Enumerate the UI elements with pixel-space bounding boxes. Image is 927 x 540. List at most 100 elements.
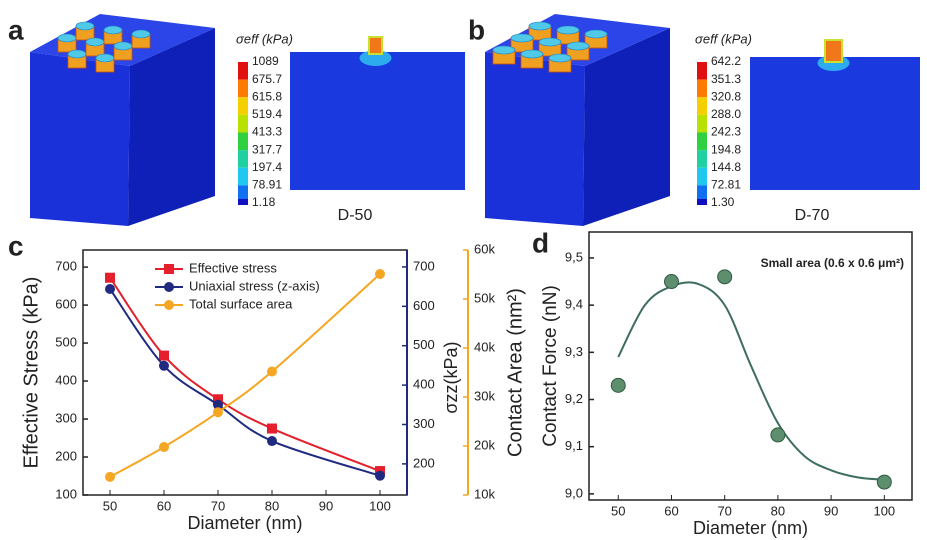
caption: D-50: [338, 207, 373, 224]
series-line: [109, 288, 381, 477]
pillar-top: [548, 53, 572, 63]
colorbar-segment: [238, 167, 248, 186]
pillar-top: [103, 25, 123, 35]
x-tick-label: 60: [664, 503, 678, 518]
marker: [213, 394, 223, 405]
yticks-label: 9,2: [565, 391, 583, 406]
legend-label: Uniaxial stress (z-axis): [189, 278, 320, 293]
colorbar-label: 615.8: [252, 89, 282, 103]
colorbar-title: σeff (kPa): [236, 31, 293, 46]
pillar-top: [75, 21, 95, 31]
yticks-label: 200: [55, 448, 77, 463]
colorbar-label: 351.3: [711, 72, 741, 86]
colorbar-label: 320.8: [711, 89, 741, 103]
legend-label: Total surface area: [189, 296, 293, 311]
pillar-section: [368, 36, 383, 55]
marker: [159, 360, 169, 371]
colorbar-label: 1.30: [711, 195, 735, 209]
colorbar-label: 519.4: [252, 107, 282, 121]
pillar-section: [824, 39, 843, 63]
point: [717, 269, 733, 285]
y-axis-label: σzz(kPa): [441, 341, 461, 413]
pillar-top: [520, 49, 544, 59]
y3ticks-label: 40k: [474, 339, 495, 354]
pillar-top: [584, 29, 608, 39]
point: [663, 274, 679, 290]
fit-curve: [617, 281, 885, 481]
pillar-top: [95, 53, 115, 63]
marker: [105, 283, 115, 294]
pillar-top: [566, 41, 590, 51]
y3ticks-label: 50k: [474, 290, 495, 305]
colorbar-segment: [238, 132, 248, 151]
cross-section: [750, 57, 920, 190]
colorbar-segment: [238, 114, 248, 133]
cross-section: [290, 52, 465, 190]
pillar-top: [538, 37, 562, 47]
yticks-label: 9,4: [565, 297, 583, 312]
y-axis-label: Effective Stress (kPa): [20, 277, 42, 469]
colorbar-label: 144.8: [711, 160, 741, 174]
x-tick-label: 80: [265, 498, 279, 513]
x-tick-label: 50: [611, 503, 625, 518]
colorbar-segment: [238, 79, 248, 98]
panel-letter: c: [8, 230, 24, 261]
y2ticks-label: 600: [413, 298, 435, 313]
colorbar-label: 413.3: [252, 125, 282, 139]
colorbar-label: 1.18: [252, 195, 276, 209]
pillar-top: [528, 21, 552, 31]
series-line: [109, 273, 381, 478]
y3ticks-label: 10k: [474, 486, 495, 501]
yticks-label: 300: [55, 410, 77, 425]
colorbar-segment: [697, 97, 707, 115]
x-tick-label: 70: [717, 503, 731, 518]
pillar-top: [131, 29, 151, 39]
annotation: Small area (0.6 x 0.6 μm²): [761, 256, 904, 270]
x-tick-label: 100: [873, 503, 895, 518]
yticks-label: 600: [55, 297, 77, 312]
caption: D-70: [795, 207, 830, 224]
x-tick-label: 80: [771, 503, 785, 518]
y-axis-label: Contact Area (nm²): [504, 288, 526, 457]
y2ticks-label: 300: [413, 416, 435, 431]
colorbar-segment: [697, 114, 707, 133]
yticks-label: 9,1: [565, 438, 583, 453]
cube-front: [485, 52, 585, 226]
colorbar-label: 675.7: [252, 72, 282, 86]
colorbar-label: 72.81: [711, 178, 741, 192]
pillar-top: [57, 33, 77, 43]
panel-letter: b: [468, 14, 485, 45]
y-axis-label: Contact Force (nN): [540, 285, 561, 447]
cube-side: [128, 28, 215, 226]
pillar-top: [492, 45, 516, 55]
legend-label: Effective stress: [189, 260, 277, 275]
legend-marker: [164, 264, 174, 274]
colorbar-segment: [238, 150, 248, 168]
colorbar-segment: [697, 167, 707, 186]
y2ticks-label: 500: [413, 337, 435, 352]
cube-front: [30, 52, 130, 226]
marker: [375, 470, 385, 481]
colorbar-segment: [697, 62, 707, 80]
yticks-label: 500: [55, 334, 77, 349]
marker: [213, 407, 223, 418]
y2ticks-label: 700: [413, 258, 435, 273]
panel-letter: d: [532, 227, 549, 258]
colorbar-segment: [238, 185, 248, 203]
x-tick-label: 90: [824, 503, 838, 518]
colorbar-label: 1089: [252, 54, 279, 68]
yticks-label: 9,0: [565, 485, 583, 500]
colorbar-base: [238, 199, 248, 205]
colorbar-label: 288.0: [711, 107, 741, 121]
x-tick-label: 50: [103, 498, 117, 513]
marker: [375, 269, 385, 280]
colorbar-segment: [697, 79, 707, 98]
y3ticks-label: 20k: [474, 437, 495, 452]
stress-zone: [359, 50, 392, 66]
colorbar-label: 197.4: [252, 160, 282, 174]
yticks-label: 100: [55, 486, 77, 501]
pillar-top: [85, 37, 105, 47]
x-tick-label: 60: [157, 498, 171, 513]
marker: [159, 441, 169, 452]
cube-side: [583, 28, 670, 226]
